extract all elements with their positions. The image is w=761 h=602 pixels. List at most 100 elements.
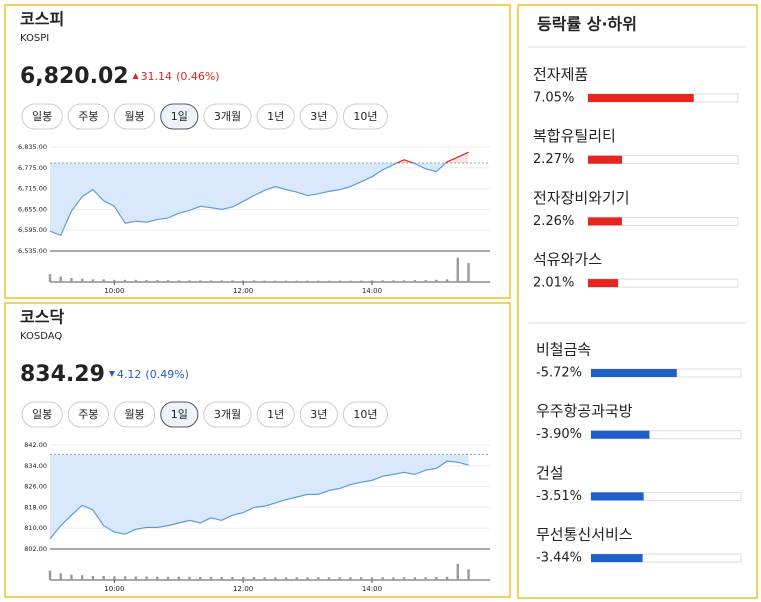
- tab-label: 3년: [310, 408, 327, 421]
- range-tab[interactable]: 3년: [299, 401, 338, 428]
- change-bar: [588, 94, 694, 102]
- area-below: [50, 454, 469, 539]
- y-tick-label: 6,535.00: [18, 247, 47, 255]
- range-tab[interactable]: 1년: [256, 401, 295, 428]
- volume-bar: [338, 577, 341, 580]
- tab-bg: [342, 401, 388, 428]
- change-bar: [591, 369, 677, 377]
- range-tab[interactable]: 주봉: [67, 103, 109, 130]
- volume-bar: [349, 577, 352, 580]
- range-tab[interactable]: 주봉: [67, 401, 109, 428]
- volume-bar: [381, 577, 384, 580]
- tab-bg: [342, 103, 388, 130]
- tab-bg: [67, 103, 109, 130]
- index-price: 834.29: [20, 362, 105, 387]
- volume-bar: [241, 577, 245, 580]
- tab-label: 월봉: [125, 110, 145, 123]
- kospi-panel: [4, 4, 511, 299]
- tab-bg: [203, 103, 252, 130]
- volume-bar: [360, 280, 363, 282]
- tab-label: 1년: [267, 408, 284, 421]
- volume-bar: [456, 563, 460, 580]
- volume-bar: [91, 279, 95, 282]
- volume-bar: [263, 280, 266, 282]
- kosdaq-panel: [4, 302, 511, 598]
- sector-change: 2.01%: [533, 276, 574, 291]
- volume-bar: [327, 280, 331, 282]
- volume-bar: [467, 569, 470, 580]
- sector-change: -3.51%: [536, 489, 582, 504]
- y-tick-label: 6,775.00: [18, 164, 47, 172]
- x-tick-label: 14:00: [362, 585, 382, 593]
- range-tab[interactable]: 10년: [342, 103, 388, 130]
- range-tab[interactable]: 월봉: [114, 103, 156, 130]
- volume-bar: [424, 577, 427, 580]
- volume-bar: [231, 577, 234, 580]
- tab-bg: [160, 103, 199, 130]
- volume-bar: [70, 277, 73, 282]
- volume-bar: [177, 280, 180, 282]
- x-tick-label: 12:00: [233, 585, 253, 593]
- volume-bar: [220, 280, 223, 282]
- change: 31.14 (0.46%): [141, 70, 220, 83]
- volume-bar: [402, 280, 406, 282]
- range-tab[interactable]: 3년: [299, 103, 338, 130]
- volume-bar: [392, 280, 395, 282]
- tab-label: 10년: [353, 408, 377, 421]
- range-tab[interactable]: 월봉: [114, 401, 156, 428]
- volume-bar: [156, 576, 159, 580]
- volume-bar: [145, 576, 148, 580]
- sector-name: 건설: [536, 464, 564, 482]
- range-tab[interactable]: 일봉: [21, 103, 63, 130]
- range-tab[interactable]: 일봉: [21, 401, 63, 428]
- volume-bar: [209, 577, 213, 580]
- sector-change: -3.90%: [536, 427, 582, 442]
- volume-bar: [209, 280, 213, 282]
- change-bar: [588, 279, 619, 288]
- change-value: 31.14: [141, 70, 173, 83]
- tab-label: 3년: [310, 110, 327, 123]
- change-arrow: [108, 371, 115, 377]
- x-tick-label: 10:00: [104, 585, 124, 593]
- tab-label: 3개월: [214, 110, 241, 123]
- tab-bg: [114, 401, 156, 428]
- volume-bar: [48, 273, 52, 282]
- y-tick-label: 842.00: [24, 441, 47, 449]
- change-bar: [588, 217, 622, 226]
- volume-bar: [413, 577, 417, 580]
- volume-bar: [317, 280, 320, 282]
- volume-bar: [59, 276, 62, 282]
- volume-bar: [349, 280, 352, 282]
- volume-bar: [113, 576, 116, 580]
- tab-label: 10년: [353, 110, 377, 123]
- index-code: KOSPI: [20, 33, 49, 44]
- volume-bar: [123, 576, 127, 580]
- sector-name: 우주항공과국방: [536, 402, 633, 420]
- range-tab[interactable]: 1일: [160, 103, 199, 130]
- volume-bar: [231, 280, 234, 282]
- volume-bar: [166, 280, 170, 282]
- range-tab[interactable]: 1일: [160, 401, 199, 428]
- volume-bar: [413, 280, 417, 282]
- range-tab[interactable]: 10년: [342, 401, 388, 428]
- change-arrow: [132, 73, 139, 79]
- volume-bar: [177, 576, 180, 580]
- x-tick-label: 10:00: [104, 287, 124, 295]
- y-tick-label: 6,655.00: [18, 205, 47, 213]
- volume-bar: [284, 577, 288, 580]
- tab-bg: [203, 401, 252, 428]
- tab-label: 1년: [267, 110, 284, 123]
- range-tab[interactable]: 3개월: [203, 103, 252, 130]
- volume-bar: [156, 280, 159, 282]
- volume-bar: [80, 278, 84, 282]
- price-line: [49, 460, 469, 540]
- range-tab[interactable]: 3개월: [203, 401, 252, 428]
- range-tab[interactable]: 1년: [256, 103, 295, 130]
- tab-bg: [67, 401, 109, 428]
- ranking-title: 등락률 상·하위: [537, 15, 637, 34]
- change-value: 4.12: [117, 368, 142, 381]
- volume-bar: [241, 280, 245, 282]
- tab-label: 월봉: [125, 408, 145, 421]
- y-tick-label: 818.00: [24, 503, 47, 511]
